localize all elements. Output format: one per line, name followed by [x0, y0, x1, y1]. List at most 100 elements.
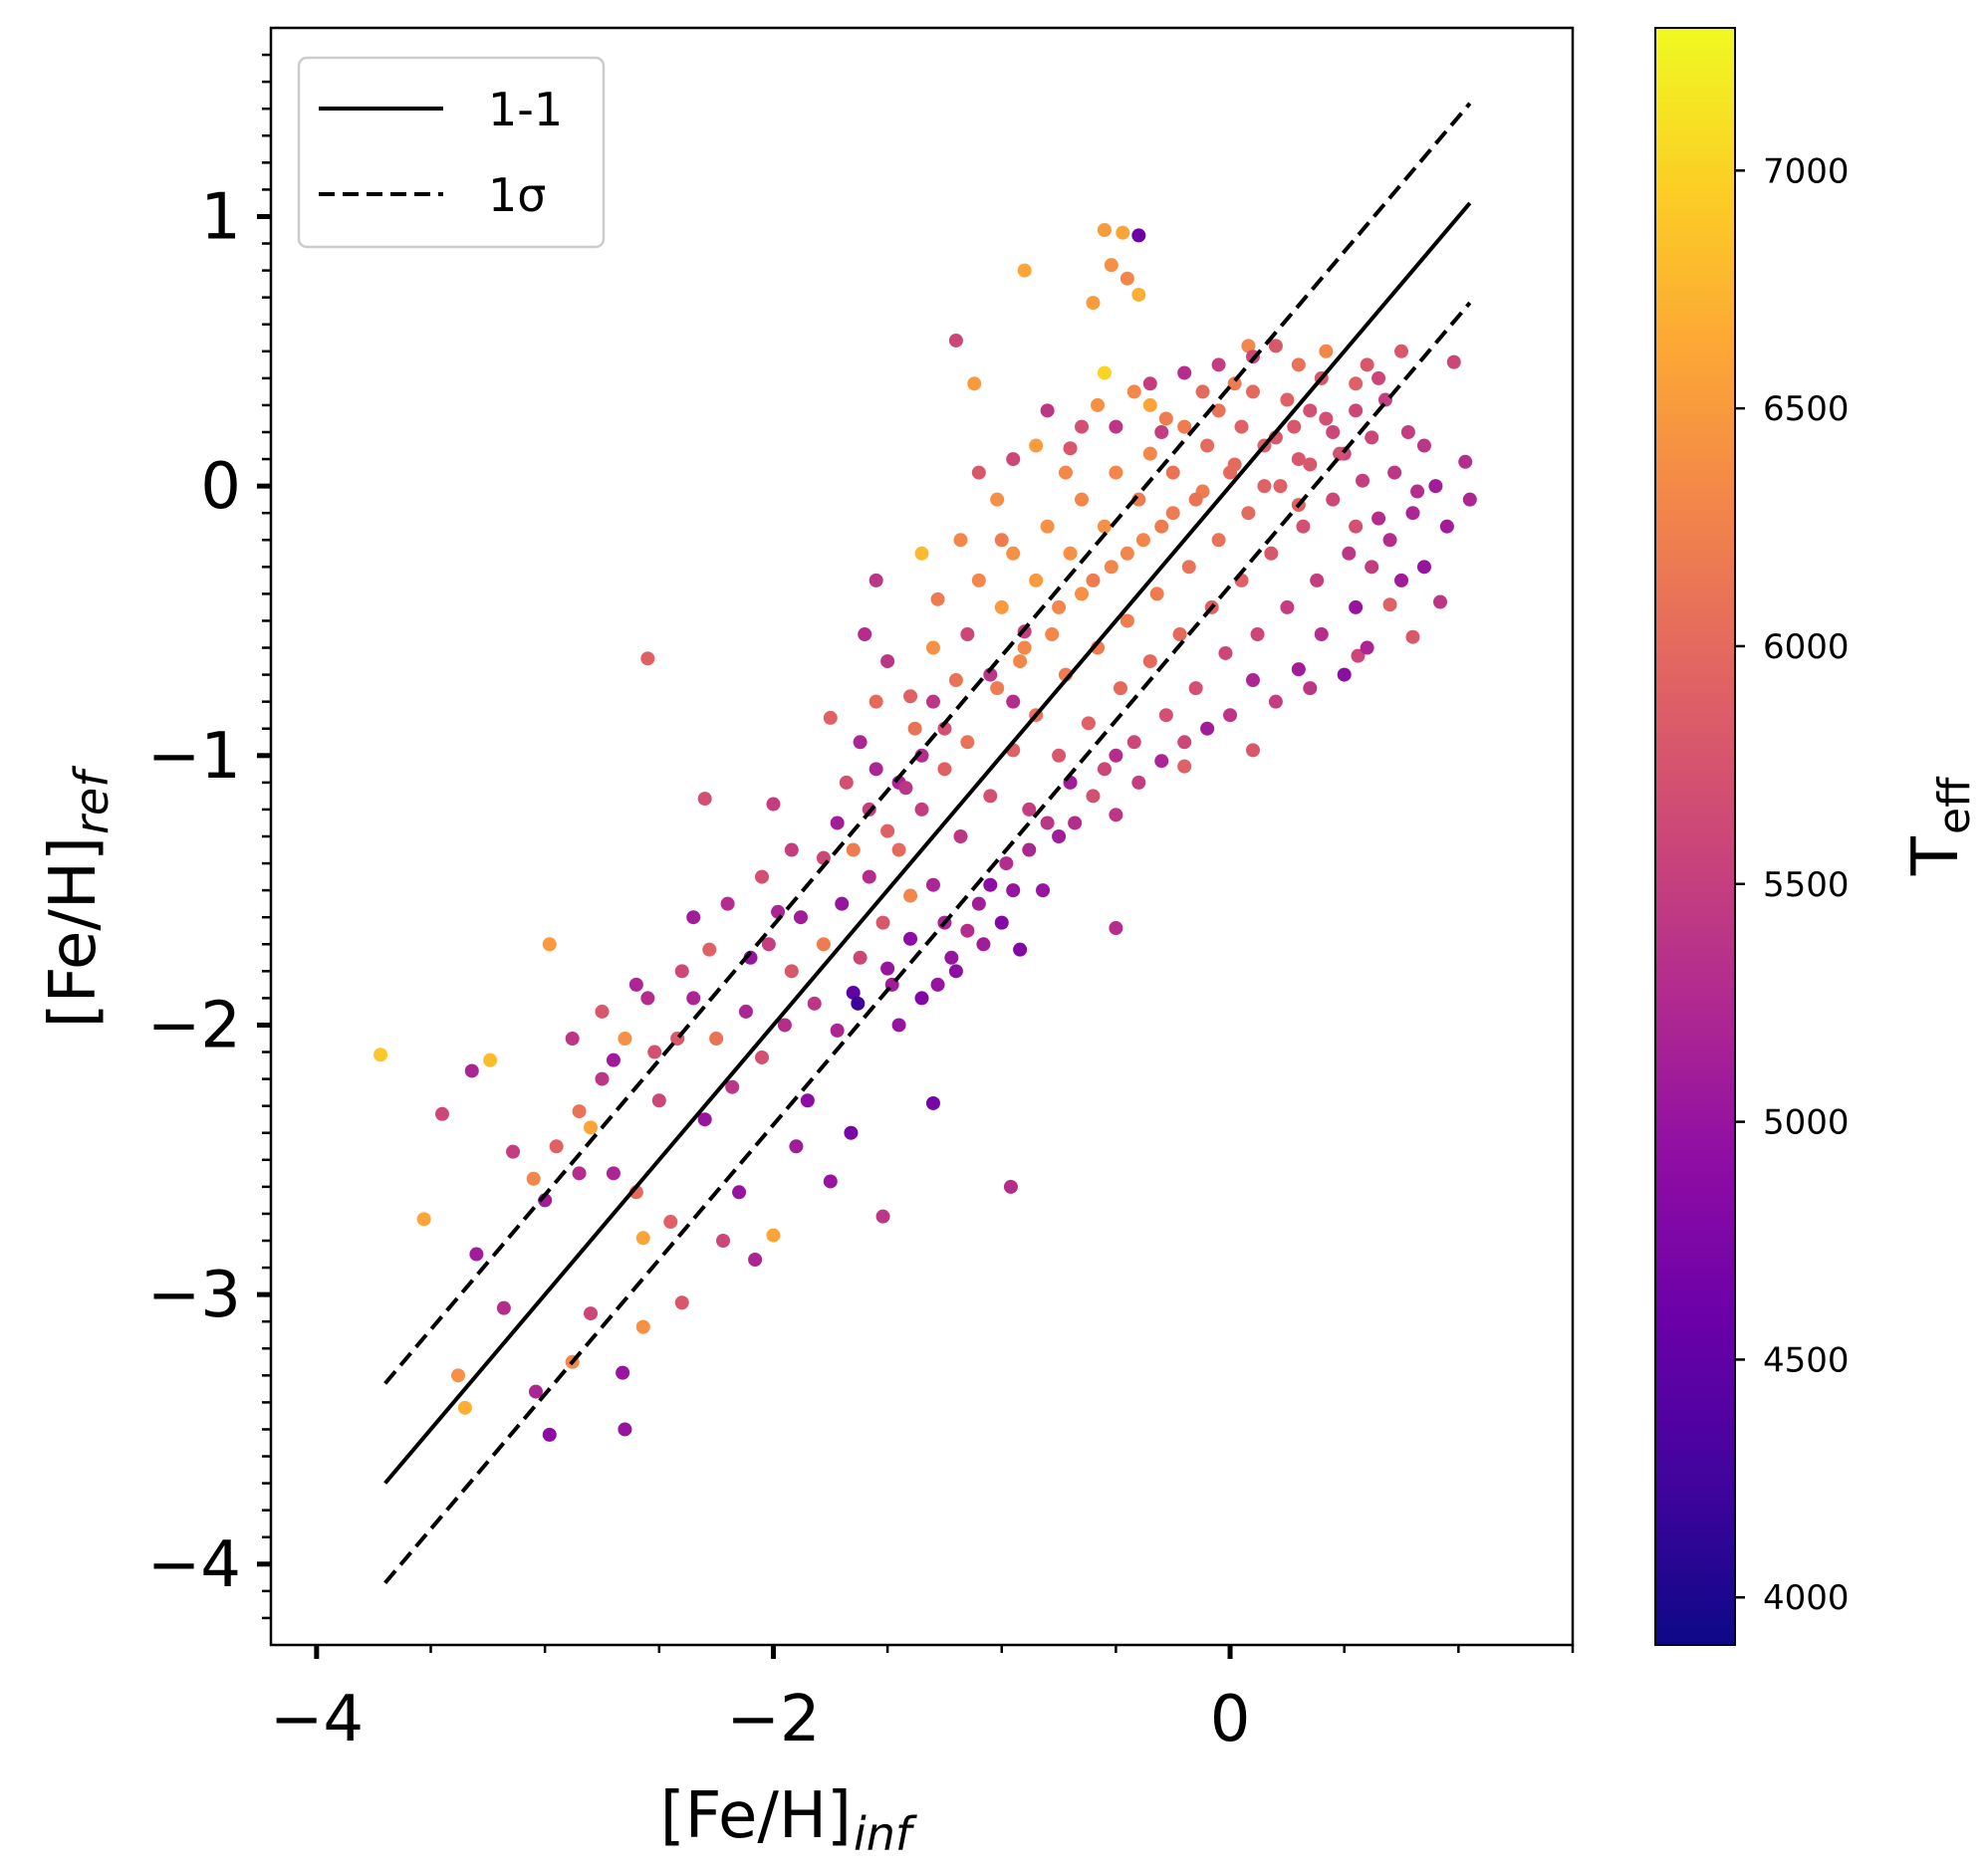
data-point	[1433, 594, 1448, 609]
data-point	[844, 1125, 859, 1140]
data-point	[1188, 492, 1203, 507]
data-point	[793, 910, 808, 925]
data-point	[784, 842, 799, 857]
data-point	[1086, 789, 1101, 804]
data-point	[1250, 627, 1265, 641]
data-point	[1126, 384, 1141, 399]
y-tick-label: 1	[200, 180, 241, 254]
reference-lines	[383, 102, 1472, 1585]
data-point	[1086, 296, 1101, 311]
data-point	[1387, 465, 1402, 480]
data-point	[616, 1365, 630, 1380]
data-point	[1394, 344, 1409, 358]
colorbar-gradient	[1654, 27, 1736, 1646]
colorbar-tick-label: 4000	[1763, 1578, 1850, 1618]
data-point	[914, 802, 929, 817]
data-point	[1382, 533, 1397, 548]
data-point	[983, 789, 998, 804]
data-point	[898, 781, 913, 796]
data-point	[1319, 411, 1334, 426]
data-point	[595, 1071, 610, 1086]
data-point	[1158, 708, 1173, 723]
data-point	[1310, 573, 1325, 587]
data-point	[1177, 759, 1192, 774]
data-point	[628, 977, 643, 992]
legend-label-1sigma: 1σ	[488, 168, 546, 222]
data-point	[1040, 519, 1055, 534]
data-point	[1052, 599, 1067, 614]
data-point	[1097, 762, 1112, 777]
data-point	[1218, 645, 1233, 660]
colorbar-tick-label: 6500	[1763, 389, 1850, 429]
data-point	[1135, 533, 1150, 548]
data-point	[618, 1032, 632, 1046]
data-point	[1268, 339, 1283, 353]
data-point	[1303, 681, 1318, 696]
data-point	[697, 792, 712, 807]
data-point	[595, 1004, 610, 1019]
data-point	[1097, 223, 1112, 237]
data-point	[457, 1400, 472, 1415]
data-point	[1245, 743, 1260, 758]
data-point	[1371, 511, 1386, 526]
data-point	[1462, 492, 1477, 507]
data-point	[835, 896, 850, 911]
data-point	[702, 942, 717, 957]
data-point	[903, 931, 918, 946]
data-point	[862, 869, 876, 884]
data-point	[1104, 258, 1118, 273]
colorbar-label-subscript: eff	[1929, 776, 1980, 834]
data-point	[1119, 546, 1134, 561]
data-point	[1264, 546, 1279, 561]
data-point	[1116, 225, 1130, 240]
data-point	[1109, 465, 1123, 480]
data-point	[777, 1018, 792, 1033]
data-point	[1349, 403, 1364, 418]
data-point	[953, 829, 968, 843]
data-point	[1245, 673, 1260, 688]
data-point	[1177, 735, 1192, 750]
colorbar-tick-label: 6000	[1763, 627, 1850, 667]
data-point	[1142, 376, 1157, 391]
colorbar-tick-label: 4500	[1763, 1340, 1850, 1380]
data-point	[674, 1295, 689, 1310]
data-point	[1131, 287, 1146, 302]
data-point	[1257, 479, 1272, 494]
data-point	[506, 1144, 521, 1159]
data-point	[1360, 640, 1374, 655]
data-point	[930, 977, 945, 992]
data-point	[766, 1228, 781, 1243]
data-point	[1097, 365, 1112, 380]
data-point	[1154, 425, 1169, 439]
data-point	[635, 1319, 650, 1334]
data-point	[994, 915, 1009, 930]
data-point	[526, 1171, 541, 1186]
y-tick-label: −1	[147, 720, 241, 794]
data-point	[983, 877, 998, 892]
one-to-one-line	[383, 201, 1472, 1485]
data-point	[830, 1023, 845, 1038]
data-point	[1006, 694, 1021, 709]
data-point	[565, 1032, 580, 1046]
data-point	[1303, 457, 1318, 472]
data-point	[990, 492, 1005, 507]
data-point	[572, 1166, 587, 1181]
data-point	[1177, 365, 1192, 380]
data-point	[1126, 735, 1141, 750]
data-point	[1223, 708, 1238, 723]
data-point	[1349, 599, 1364, 614]
data-point	[1068, 816, 1083, 830]
data-point	[903, 888, 918, 903]
colorbar-label: T	[1899, 835, 1973, 876]
data-point	[640, 991, 655, 1006]
data-point	[1017, 263, 1032, 278]
data-point	[738, 1004, 753, 1019]
data-point	[1211, 533, 1226, 548]
data-point	[1291, 452, 1306, 467]
data-point	[948, 964, 963, 979]
data-point	[846, 985, 861, 1000]
data-point	[914, 991, 929, 1006]
y-tick-label: −4	[147, 1528, 241, 1602]
data-point	[1200, 438, 1215, 453]
